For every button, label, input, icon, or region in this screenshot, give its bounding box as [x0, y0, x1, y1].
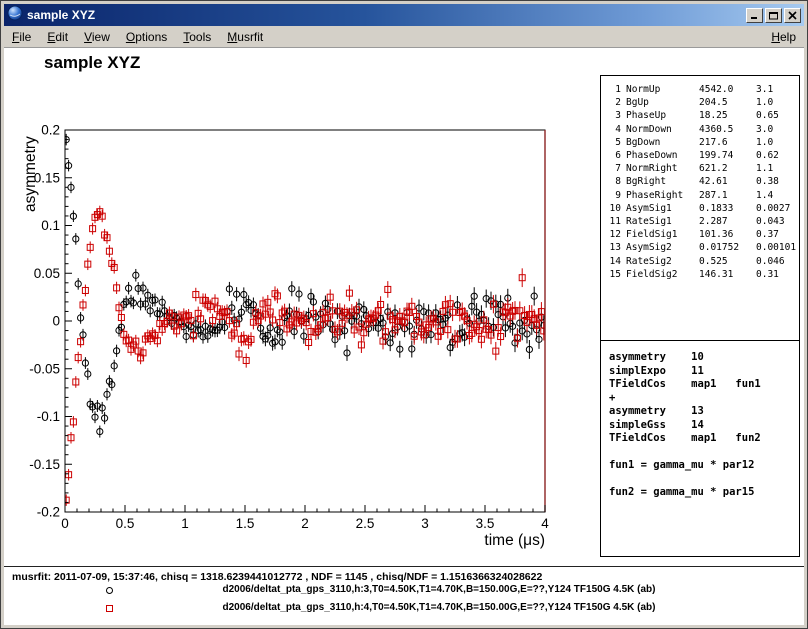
minimize-button[interactable]: [746, 8, 763, 23]
svg-text:-0.2: -0.2: [37, 505, 60, 520]
theory-box: asymmetry 10simplExpo 11TFieldCos map1 f…: [600, 340, 800, 557]
svg-text:time (μs): time (μs): [484, 532, 545, 549]
svg-text:0.5: 0.5: [116, 516, 135, 531]
svg-text:1.5: 1.5: [236, 516, 255, 531]
maximize-icon: [769, 11, 778, 20]
theory-line: TFieldCos map1 fun2: [609, 432, 799, 446]
theory-line: asymmetry 13: [609, 405, 799, 419]
circle-marker-icon: [106, 587, 113, 594]
param-row: 5BgDown217.61.0: [606, 136, 799, 149]
svg-text:0: 0: [52, 314, 60, 329]
svg-text:0.2: 0.2: [41, 123, 60, 138]
svg-text:1: 1: [181, 516, 189, 531]
app-window: sample XYZ FileEditViewOptionsToolsMusrf…: [0, 0, 808, 629]
window-title: sample XYZ: [27, 8, 95, 22]
app-icon: [7, 5, 23, 26]
svg-text:-0.15: -0.15: [29, 457, 60, 472]
param-row: 1NormUp4542.03.1: [606, 83, 799, 96]
param-row: 15FieldSig2146.310.31: [606, 268, 799, 281]
param-row: 2BgUp204.51.0: [606, 96, 799, 109]
svg-text:2: 2: [301, 516, 309, 531]
param-row: 11RateSig12.2870.043: [606, 215, 799, 228]
menu-right-group: Help: [763, 27, 804, 47]
theory-line: simpleGss 14: [609, 419, 799, 433]
param-row: 8BgRight42.610.38: [606, 175, 799, 188]
legend-entry: d2006/deltat_pta_gps_3110,h:4,T0=4.50K,T…: [4, 600, 804, 618]
param-row: 9PhaseRight287.11.4: [606, 189, 799, 202]
theory-line: fun2 = gamma_mu * par15: [609, 486, 799, 500]
menu-bar: FileEditViewOptionsToolsMusrfit Help: [4, 26, 804, 48]
param-row: 13AsymSig20.017520.00101: [606, 241, 799, 254]
parameter-table: 1NormUp4542.03.12BgUp204.51.03PhaseUp18.…: [600, 75, 800, 341]
param-row: 7NormRight621.21.1: [606, 162, 799, 175]
window-controls: [746, 8, 801, 23]
svg-text:0: 0: [61, 516, 69, 531]
theory-line: simplExpo 11: [609, 365, 799, 379]
menu-edit[interactable]: Edit: [39, 27, 76, 47]
param-row: 12FieldSig1101.360.37: [606, 228, 799, 241]
theory-line: +: [609, 392, 799, 406]
param-row: 4NormDown4360.53.0: [606, 123, 799, 136]
minimize-icon: [750, 11, 759, 20]
svg-text:3.5: 3.5: [476, 516, 495, 531]
svg-text:asymmetry: asymmetry: [22, 136, 39, 212]
menu-options[interactable]: Options: [118, 27, 175, 47]
title-bar[interactable]: sample XYZ: [4, 4, 804, 26]
close-icon: [788, 11, 797, 20]
menu-view[interactable]: View: [76, 27, 118, 47]
asymmetry-plot: -0.2-0.15-0.1-0.0500.050.10.150.200.511.…: [4, 48, 564, 565]
svg-text:-0.1: -0.1: [37, 409, 60, 424]
theory-line: TFieldCos map1 fun1: [609, 378, 799, 392]
canvas: sample XYZ -0.2-0.15-0.1-0.0500.050.10.1…: [4, 48, 804, 625]
param-row: 10AsymSig10.18330.0027: [606, 202, 799, 215]
legend-label: d2006/deltat_pta_gps_3110,h:4,T0=4.50K,T…: [194, 602, 684, 613]
close-button[interactable]: [784, 8, 801, 23]
legend-entry: d2006/deltat_pta_gps_3110,h:3,T0=4.50K,T…: [4, 582, 804, 600]
svg-text:0.05: 0.05: [34, 266, 60, 281]
svg-text:4: 4: [541, 516, 549, 531]
theory-line: asymmetry 10: [609, 351, 799, 365]
footer: musrfit: 2011-07-09, 15:37:46, chisq = 1…: [4, 566, 804, 625]
menu-tools[interactable]: Tools: [175, 27, 219, 47]
theory-line: [609, 446, 799, 460]
menu-help[interactable]: Help: [763, 27, 804, 47]
square-marker-icon: [106, 605, 113, 612]
svg-text:-0.05: -0.05: [29, 361, 60, 376]
svg-text:2.5: 2.5: [356, 516, 375, 531]
menu-file[interactable]: File: [4, 27, 39, 47]
maximize-button[interactable]: [765, 8, 782, 23]
menu-left-group: FileEditViewOptionsToolsMusrfit: [4, 27, 271, 47]
legend-label: d2006/deltat_pta_gps_3110,h:3,T0=4.50K,T…: [194, 584, 684, 595]
svg-text:3: 3: [421, 516, 429, 531]
svg-text:0.1: 0.1: [41, 218, 60, 233]
theory-line: [609, 473, 799, 487]
param-row: 6PhaseDown199.740.62: [606, 149, 799, 162]
param-row: 14RateSig20.5250.046: [606, 255, 799, 268]
param-row: 3PhaseUp18.250.65: [606, 109, 799, 122]
menu-musrfit[interactable]: Musrfit: [219, 27, 271, 47]
theory-line: fun1 = gamma_mu * par12: [609, 459, 799, 473]
